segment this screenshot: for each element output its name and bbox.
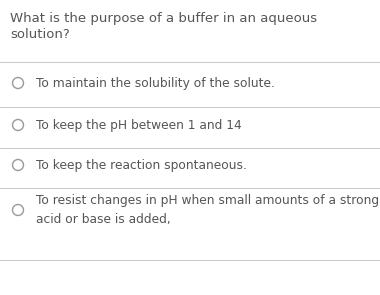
Text: solution?: solution? xyxy=(10,28,70,41)
Text: What is the purpose of a buffer in an aqueous: What is the purpose of a buffer in an aq… xyxy=(10,12,317,25)
Text: To resist changes in pH when small amounts of a strong
acid or base is added,: To resist changes in pH when small amoun… xyxy=(36,194,379,226)
Text: To keep the reaction spontaneous.: To keep the reaction spontaneous. xyxy=(36,158,247,171)
Text: To keep the pH between 1 and 14: To keep the pH between 1 and 14 xyxy=(36,119,242,132)
Text: To maintain the solubility of the solute.: To maintain the solubility of the solute… xyxy=(36,76,275,89)
